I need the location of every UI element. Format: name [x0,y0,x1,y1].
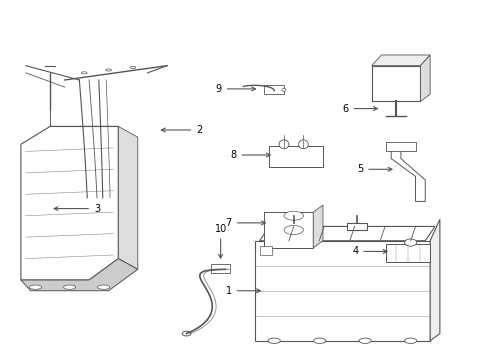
Polygon shape [21,126,118,280]
Ellipse shape [298,140,308,149]
FancyBboxPatch shape [265,212,313,248]
Text: 2: 2 [161,125,202,135]
FancyBboxPatch shape [265,85,284,94]
Ellipse shape [405,239,417,246]
Text: 6: 6 [343,104,377,113]
Text: 3: 3 [54,203,100,213]
Ellipse shape [284,211,303,220]
FancyBboxPatch shape [211,264,230,273]
Ellipse shape [282,89,286,91]
Ellipse shape [130,66,136,68]
Text: 10: 10 [215,224,227,258]
Ellipse shape [29,285,42,289]
Polygon shape [430,219,440,341]
Ellipse shape [81,72,87,74]
Ellipse shape [106,69,112,71]
Text: 4: 4 [352,247,387,256]
Ellipse shape [98,285,110,289]
Text: 7: 7 [225,218,266,228]
Polygon shape [260,226,435,241]
Ellipse shape [279,140,289,149]
Ellipse shape [221,267,230,272]
Polygon shape [21,258,138,291]
FancyBboxPatch shape [347,223,367,230]
Ellipse shape [284,226,303,234]
Ellipse shape [314,338,326,343]
Text: 8: 8 [230,150,270,160]
Ellipse shape [268,338,280,343]
FancyBboxPatch shape [270,146,323,167]
Text: 9: 9 [216,84,256,94]
FancyBboxPatch shape [386,244,430,262]
FancyBboxPatch shape [372,66,420,102]
Text: 5: 5 [357,164,392,174]
Text: 1: 1 [225,286,261,296]
Polygon shape [420,55,430,102]
Polygon shape [391,148,425,202]
Ellipse shape [182,331,191,336]
FancyBboxPatch shape [60,203,118,212]
Ellipse shape [359,338,371,343]
Polygon shape [372,55,430,66]
FancyBboxPatch shape [260,246,272,255]
Ellipse shape [64,285,75,289]
Polygon shape [313,205,323,248]
FancyBboxPatch shape [255,241,430,341]
FancyBboxPatch shape [284,223,303,230]
FancyBboxPatch shape [386,143,416,152]
Ellipse shape [405,338,417,343]
Polygon shape [118,126,138,269]
